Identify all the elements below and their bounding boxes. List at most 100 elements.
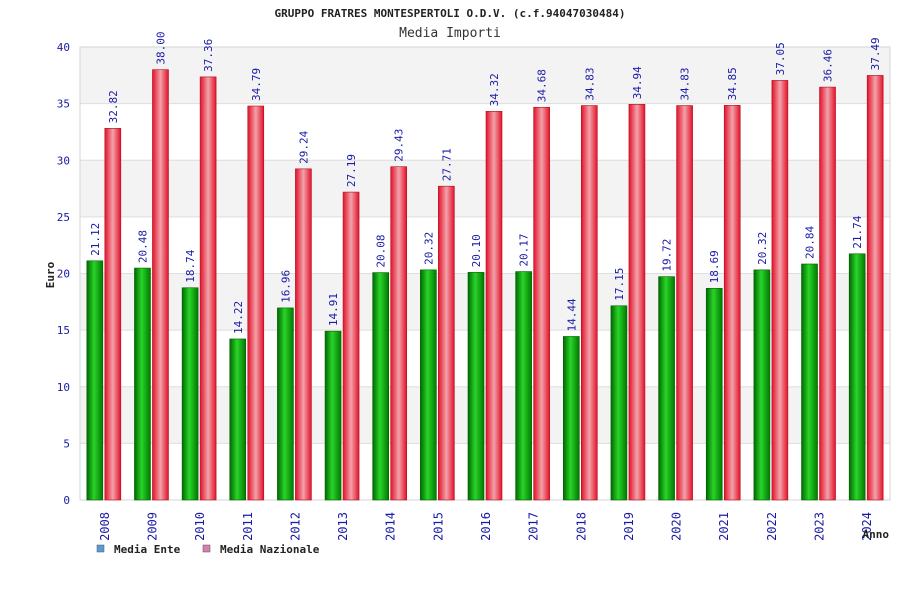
bar-media-ente: [181, 287, 199, 501]
x-tick-label: 2020: [670, 512, 684, 541]
data-label: 34.85: [726, 67, 739, 100]
data-label: 37.36: [202, 39, 215, 72]
data-label: 37.49: [869, 37, 882, 70]
bar-media-nazionale: [533, 106, 550, 501]
bar-media-ente: [562, 336, 580, 501]
x-tick-label: 2010: [193, 512, 207, 541]
data-label: 36.46: [822, 49, 835, 82]
bar-media-ente: [658, 276, 675, 501]
y-tick-label: 10: [57, 381, 70, 394]
data-label: 34.83: [679, 67, 692, 100]
x-tick-label: 2024: [860, 512, 874, 541]
bar-media-nazionale: [723, 105, 741, 501]
bar-media-nazionale: [295, 168, 312, 501]
y-tick-label: 35: [57, 98, 70, 111]
bar-media-ente: [134, 267, 151, 501]
plot-area: [79, 46, 891, 501]
x-tick-label: 2017: [527, 512, 541, 541]
legend-swatch-media-nazionale: [202, 544, 211, 553]
data-label: 20.32: [422, 232, 435, 265]
x-axis-label: Anno: [863, 528, 890, 541]
y-tick-label: 20: [57, 268, 70, 281]
bar-media-nazionale: [628, 104, 646, 501]
y-tick-label: 25: [57, 211, 70, 224]
x-tick-label: 2008: [98, 512, 112, 541]
bar-media-nazionale: [152, 69, 169, 501]
bar-media-ente: [705, 288, 723, 501]
x-tick-label: 2013: [336, 512, 350, 541]
bar-media-nazionale: [438, 185, 455, 501]
bar-media-ente: [229, 338, 247, 501]
bar-media-nazionale: [199, 76, 217, 501]
data-label: 19.72: [661, 239, 674, 272]
x-tick-label: 2019: [622, 512, 636, 541]
legend-label-media-ente: Media Ente: [114, 543, 181, 556]
data-labels: 21.12 32.82 20.48 38.00 18.74 37.36 14.22 34.79…: [89, 32, 882, 334]
data-label: 14.91: [327, 293, 340, 326]
data-label: 34.83: [583, 67, 596, 100]
x-axis: 2008 2009 2010 2011 2012 2013 2014 2015 2016 2017…: [98, 512, 874, 541]
bar-media-nazionale: [866, 75, 884, 501]
data-label: 16.96: [279, 270, 292, 303]
bar-media-nazionale: [819, 86, 836, 501]
data-label: 18.74: [184, 249, 197, 282]
bar-media-nazionale: [771, 80, 789, 501]
y-axis-label: Euro: [44, 261, 57, 288]
bar-series: [86, 69, 884, 501]
bar-media-ente: [610, 305, 628, 501]
chart-subtitle: Media Importi: [399, 26, 501, 41]
bar-media-ente: [86, 260, 104, 501]
data-label: 38.00: [154, 32, 167, 65]
bar-media-ente: [801, 263, 818, 501]
bar-media-nazionale: [580, 105, 598, 501]
bar-media-ente: [277, 307, 294, 501]
bar-media-ente: [372, 272, 390, 501]
bar-media-ente: [753, 269, 771, 501]
data-label: 29.43: [393, 129, 406, 162]
y-tick-label: 40: [57, 41, 70, 54]
data-label: 27.71: [440, 148, 453, 181]
y-tick-label: 5: [63, 437, 70, 450]
data-label: 34.94: [631, 66, 644, 99]
data-label: 20.08: [375, 234, 388, 267]
legend-label-media-nazionale: Media Nazionale: [220, 543, 320, 556]
data-label: 21.74: [851, 215, 864, 248]
x-tick-label: 2014: [384, 512, 398, 541]
y-axis: 0 5 10 15 20 25 30 35 40: [57, 41, 70, 507]
data-label: 17.15: [613, 268, 626, 301]
data-label: 34.68: [536, 69, 549, 102]
data-label: 34.32: [488, 73, 501, 106]
bar-media-ente: [324, 330, 342, 501]
x-tick-label: 2016: [479, 512, 493, 541]
legend-swatch-media-ente: [96, 544, 105, 553]
y-tick-label: 0: [63, 494, 70, 507]
x-tick-label: 2023: [813, 512, 827, 541]
data-label: 20.32: [756, 232, 769, 265]
data-label: 37.05: [774, 42, 787, 75]
data-label: 14.22: [232, 301, 245, 334]
data-label: 20.17: [518, 233, 531, 266]
bar-media-nazionale: [342, 191, 360, 501]
data-label: 20.48: [136, 230, 149, 263]
legend: Media Ente Media Nazionale: [96, 543, 320, 556]
data-label: 34.79: [250, 68, 263, 101]
bar-media-nazionale: [676, 105, 693, 501]
bar-media-ente: [515, 271, 532, 501]
y-tick-label: 30: [57, 154, 70, 167]
bar-media-nazionale: [104, 128, 122, 501]
x-tick-label: 2011: [241, 512, 255, 541]
bar-media-nazionale: [247, 105, 265, 501]
x-tick-label: 2018: [574, 512, 588, 541]
y-tick-label: 15: [57, 324, 70, 337]
data-label: 27.19: [345, 154, 358, 187]
data-label: 21.12: [89, 223, 102, 256]
data-label: 18.69: [708, 250, 721, 283]
data-label: 32.82: [107, 90, 120, 123]
x-tick-label: 2009: [145, 512, 159, 541]
x-tick-label: 2012: [288, 512, 302, 541]
bar-media-nazionale: [485, 111, 503, 501]
bar-media-ente: [420, 269, 437, 501]
x-tick-label: 2021: [717, 512, 731, 541]
